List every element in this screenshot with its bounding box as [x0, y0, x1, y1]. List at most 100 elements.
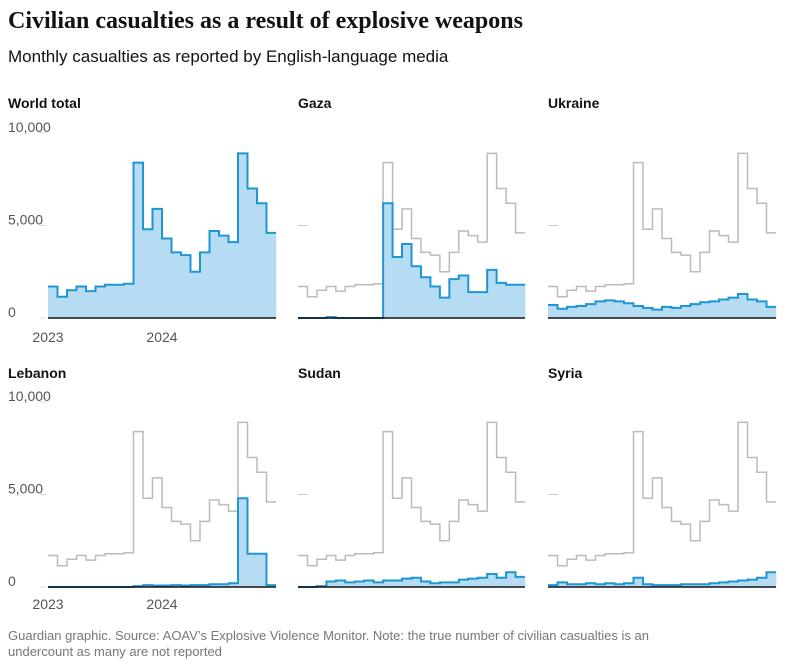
step-fill [430, 286, 441, 318]
step-fill [420, 277, 431, 318]
step-fill [738, 580, 748, 587]
x-tick-label: 2023 [32, 596, 63, 612]
y-tick-label: 5,000 [8, 212, 43, 228]
step-fill [747, 299, 758, 318]
step-fill [402, 578, 412, 587]
step-fill [392, 256, 403, 318]
chart-subtitle: Monthly casualties as reported by Englis… [8, 47, 449, 66]
step-fill [633, 577, 644, 587]
step-fill [95, 286, 106, 318]
step-fill [567, 584, 577, 587]
y-tick-label: 0 [8, 304, 16, 320]
y-tick-label: 10,000 [8, 388, 51, 404]
step-fill [515, 576, 526, 587]
step-fill [728, 581, 739, 587]
step-fill [681, 584, 691, 587]
step-fill [605, 583, 615, 587]
step-fill [709, 583, 720, 587]
step-fill [671, 307, 682, 318]
step-fill [238, 153, 248, 318]
step-fill [662, 306, 672, 318]
step-line [48, 152, 276, 298]
step-fill [605, 300, 615, 318]
step-fill [354, 581, 365, 587]
step-fill [515, 284, 526, 318]
step-fill [326, 581, 337, 587]
step-fill [124, 283, 134, 318]
step-fill [114, 284, 125, 318]
step-fill [548, 305, 558, 318]
step-fill [48, 286, 58, 318]
step-fill [171, 252, 182, 318]
step-fill [190, 271, 201, 318]
step-fill [633, 305, 644, 318]
step-fill [614, 584, 625, 587]
chart-title: Civilian casualties as a result of explo… [8, 8, 523, 34]
step-fill [219, 235, 229, 318]
step-fill [757, 577, 767, 587]
step-fill [247, 188, 258, 318]
step-fill [209, 231, 220, 318]
panel-title: Gaza [298, 95, 332, 111]
step-fill [181, 255, 191, 318]
step-fill [411, 266, 422, 318]
y-tick-label: 10,000 [8, 119, 51, 135]
step-fill [496, 282, 507, 318]
step-fill [402, 244, 412, 318]
step-fill [487, 574, 497, 587]
step-fill [477, 292, 488, 318]
step-fill [105, 284, 115, 318]
y-tick-label: 0 [8, 573, 16, 589]
step-fill [458, 579, 469, 587]
step-fill [586, 304, 596, 318]
step-fill [162, 238, 172, 318]
step-fill [766, 306, 777, 318]
step-fill [614, 301, 625, 318]
step-fill [757, 301, 767, 318]
step-line [548, 292, 776, 311]
step-fill [200, 252, 210, 318]
step-fill [209, 584, 220, 587]
step-fill [86, 291, 96, 318]
step-fill [373, 582, 384, 587]
step-fill [496, 577, 507, 587]
chart: Civilian casualties as a result of explo… [8, 8, 777, 612]
step-fill [411, 577, 422, 587]
panel-title: Lebanon [8, 365, 66, 381]
step-fill [595, 301, 606, 318]
step-fill [152, 208, 163, 318]
step-fill [67, 290, 77, 318]
step-fill [439, 297, 450, 318]
step-fill [383, 203, 393, 318]
step-fill [228, 242, 239, 318]
step-fill [143, 229, 153, 318]
step-line [298, 571, 525, 588]
step-fill [624, 303, 634, 318]
step-fill [738, 293, 748, 318]
reference-line [298, 152, 525, 298]
step-fill [643, 307, 653, 318]
step-fill [719, 582, 729, 587]
step-fill [690, 584, 701, 587]
step-fill [392, 580, 403, 587]
reference-line [298, 421, 525, 567]
x-tick-label: 2024 [146, 329, 177, 345]
step-fill [567, 306, 577, 318]
source-note: Guardian graphic. Source: AOAV’s Explosi… [8, 628, 649, 659]
step-fill [257, 203, 267, 318]
step-fill [468, 578, 479, 587]
step-fill [586, 583, 596, 587]
step-fill [624, 583, 634, 587]
step-fill [643, 584, 653, 587]
step-fill [449, 582, 460, 587]
step-fill [345, 582, 356, 587]
step-fill [576, 584, 587, 587]
step-fill [420, 581, 431, 587]
step-fill [266, 232, 277, 318]
step-fill [449, 279, 460, 318]
step-fill [439, 582, 450, 587]
y-tick-label: 5,000 [8, 481, 43, 497]
x-tick-label: 2024 [146, 596, 177, 612]
step-fill [430, 583, 441, 587]
step-fill [747, 579, 758, 587]
